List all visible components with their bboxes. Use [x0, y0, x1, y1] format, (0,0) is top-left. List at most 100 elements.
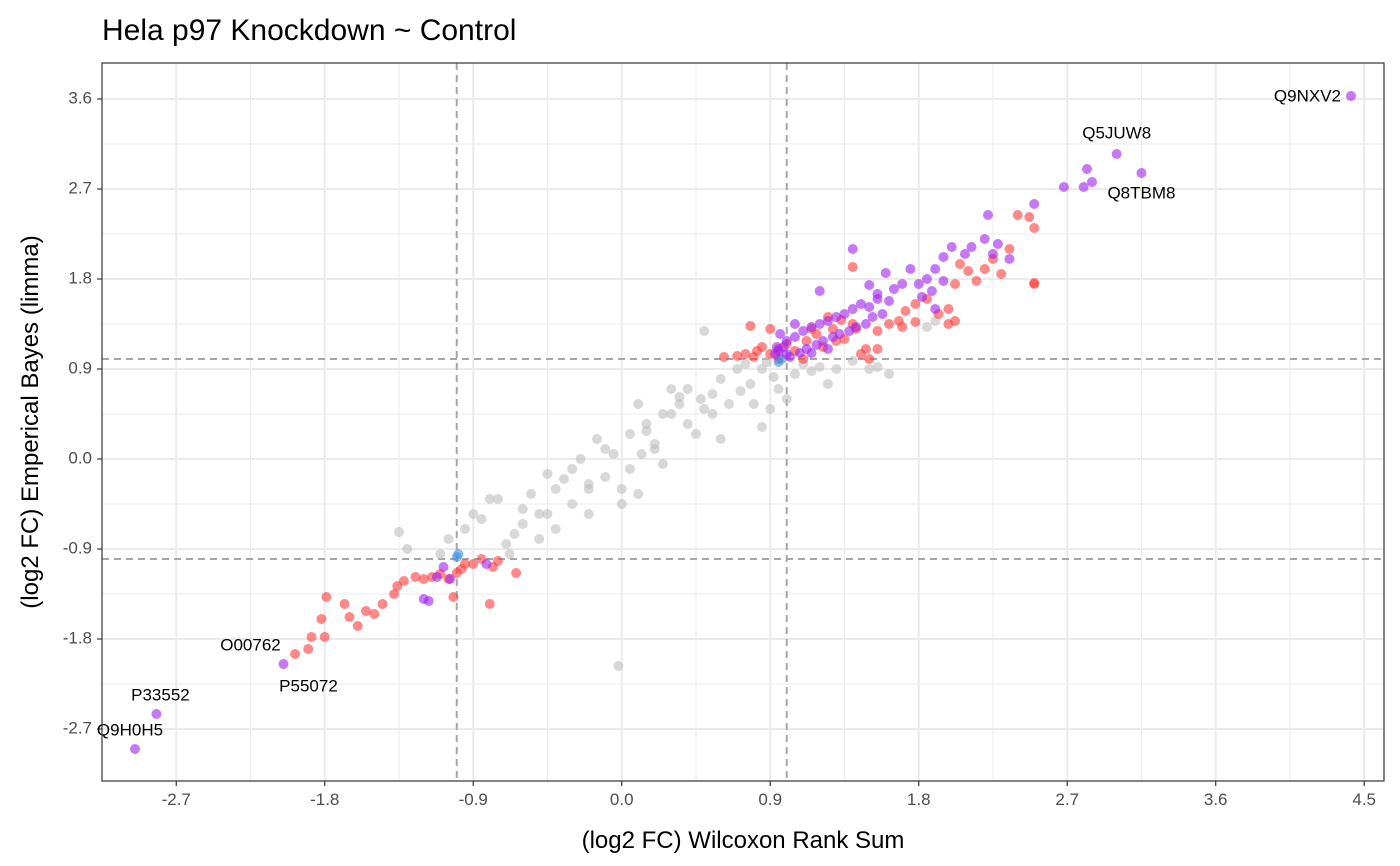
data-point-purple: [818, 336, 829, 346]
data-point-purple: [806, 322, 817, 332]
data-point-grey: [534, 534, 545, 544]
data-point-grey: [567, 464, 578, 474]
point-labels: Q9NXV2 Q5JUW8 Q8TBM8 O00762 P55072 P33552 Q9H0…: [97, 86, 1341, 739]
data-point-grey: [492, 494, 503, 504]
data-point-purple: [1082, 164, 1093, 174]
data-point-purple: [992, 239, 1003, 249]
data-point-grey: [789, 369, 800, 379]
data-point-red: [484, 599, 495, 609]
data-point-red: [392, 581, 403, 591]
data-point-red: [352, 621, 363, 631]
data-point-purple: [431, 572, 442, 582]
y-tick-label: 0.9: [68, 358, 92, 377]
data-point-red: [492, 556, 503, 566]
data-point-grey: [509, 529, 520, 539]
x-tick-label: -2.7: [162, 790, 191, 809]
data-point-grey: [633, 489, 644, 499]
data-point-purple: [831, 312, 842, 322]
data-point-grey: [501, 539, 512, 549]
point-label: P33552: [131, 685, 190, 704]
data-point-red: [884, 319, 895, 329]
data-point-grey: [872, 362, 883, 372]
data-point-grey: [748, 399, 759, 409]
data-point-grey: [525, 489, 536, 499]
data-point-blue: [451, 552, 462, 562]
data-point-grey: [649, 439, 660, 449]
y-tick-label: 1.8: [68, 268, 92, 287]
data-point-red: [732, 351, 743, 361]
y-tick-label: -1.8: [63, 628, 92, 647]
data-point-purple: [438, 562, 449, 572]
data-point-grey: [822, 379, 833, 389]
data-point-red: [369, 609, 380, 619]
data-point-red: [950, 316, 961, 326]
data-point-red: [996, 269, 1007, 279]
y-tick-label: -0.9: [63, 538, 92, 557]
data-point-red: [511, 568, 522, 578]
data-point-grey: [666, 409, 677, 419]
x-axis-ticks: -2.7 -1.8 -0.9 0.0 0.9 1.8 2.7 3.6 4.5: [162, 781, 1376, 809]
data-point-grey: [517, 504, 528, 514]
data-point-grey: [674, 399, 685, 409]
data-point-red: [1029, 223, 1040, 233]
data-point-purple: [839, 309, 850, 319]
data-point-grey: [761, 357, 772, 367]
data-point-grey: [695, 394, 706, 404]
point-label: P55072: [279, 676, 338, 695]
data-point-purple: [847, 304, 858, 314]
data-point-grey: [765, 404, 776, 414]
grid-major: [102, 63, 1384, 781]
data-point-purple: [1058, 182, 1069, 192]
data-point-red: [719, 352, 730, 362]
x-tick-label: 2.7: [1055, 790, 1079, 809]
data-point-purple: [987, 249, 998, 259]
data-point-red: [418, 574, 429, 584]
x-tick-label: 4.5: [1352, 790, 1376, 809]
plot-border: [101, 62, 1385, 782]
data-point-purple: [872, 294, 883, 304]
data-point-grey: [613, 661, 624, 671]
data-point-red: [459, 559, 470, 569]
x-tick-label: 1.8: [907, 790, 931, 809]
data-point-purple: [917, 292, 928, 302]
data-point-grey: [608, 449, 619, 459]
data-point-grey: [756, 364, 767, 374]
data-point-purple: [864, 280, 875, 290]
data-point-purple: [897, 279, 908, 289]
data-point-grey: [690, 429, 701, 439]
data-point-grey: [864, 364, 875, 374]
data-point-red: [344, 612, 355, 622]
data-point-grey: [768, 372, 779, 382]
data-point-purple: [798, 326, 809, 336]
grid-minor: [102, 63, 1384, 781]
data-point-grey: [847, 356, 858, 366]
data-point-red: [963, 266, 974, 276]
data-point-grey: [542, 509, 553, 519]
data-point-purple: [938, 276, 949, 286]
x-axis-title: (log2 FC) Wilcoxon Rank Sum: [582, 827, 905, 854]
data-point-grey: [666, 384, 677, 394]
data-point-red: [1012, 210, 1023, 220]
x-tick-label: -1.8: [310, 790, 339, 809]
data-point-grey: [773, 384, 784, 394]
data-point-grey: [657, 459, 668, 469]
data-point-grey: [591, 434, 602, 444]
data-point-purple: [888, 284, 899, 294]
data-point-red: [1004, 244, 1015, 254]
data-point-red: [847, 262, 858, 272]
data-point-red: [801, 336, 812, 346]
y-axis-ticks: -2.7 -1.8 -0.9 0.0 0.9 1.8 2.7 3.6: [63, 88, 102, 737]
data-point-purple: [1136, 168, 1147, 178]
data-point-red: [900, 306, 911, 316]
data-point-red: [872, 344, 883, 354]
data-point-red: [971, 276, 982, 286]
point-label: Q9NXV2: [1274, 86, 1341, 105]
data-point-red: [950, 279, 961, 289]
data-point-purple: [814, 319, 825, 329]
data-point-grey: [884, 369, 895, 379]
data-point-purple: [867, 312, 878, 322]
data-point-red: [360, 606, 371, 616]
data-point-purple: [1004, 254, 1015, 264]
data-point-grey: [735, 386, 746, 396]
